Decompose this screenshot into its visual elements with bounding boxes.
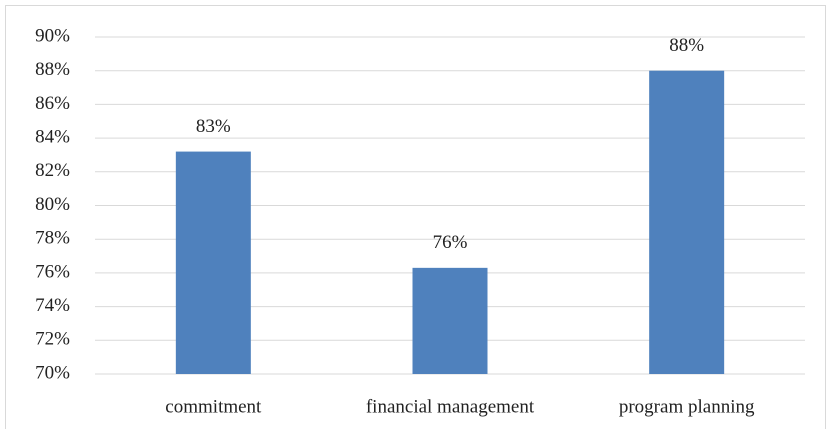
y-tick-label: 80%: [35, 194, 70, 215]
data-label: 83%: [196, 116, 231, 137]
chart-border: [5, 5, 826, 429]
x-tick-label: commitment: [165, 396, 262, 417]
y-tick-label: 72%: [35, 329, 70, 350]
y-tick-label: 78%: [35, 228, 70, 249]
bar: [175, 151, 251, 374]
y-tick-label: 84%: [35, 126, 70, 147]
x-tick-label: financial management: [366, 396, 535, 417]
data-label: 76%: [433, 232, 468, 253]
y-tick-label: 70%: [35, 362, 70, 383]
y-tick-label: 74%: [35, 295, 70, 316]
y-tick-label: 82%: [35, 160, 70, 181]
bar: [649, 70, 725, 374]
data-label: 88%: [669, 35, 704, 56]
x-tick-label: program planning: [619, 396, 755, 417]
bar: [412, 267, 488, 374]
y-tick-label: 88%: [35, 59, 70, 80]
y-tick-label: 86%: [35, 93, 70, 114]
y-tick-label: 76%: [35, 261, 70, 282]
y-tick-label: 90%: [35, 25, 70, 46]
